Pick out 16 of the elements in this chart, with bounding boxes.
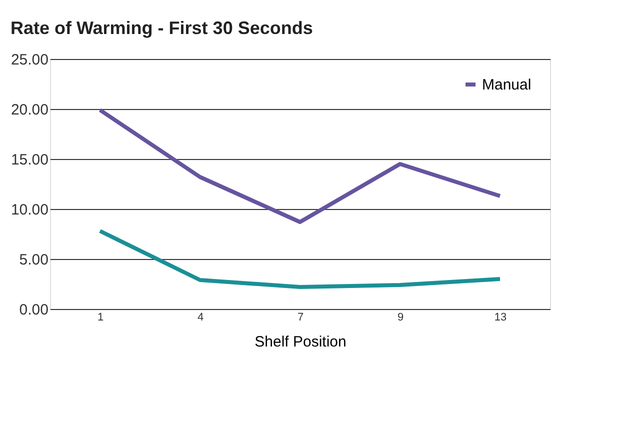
x-tick-label: 4 bbox=[197, 312, 204, 324]
line-series bbox=[98, 108, 502, 224]
x-axis-title: Shelf Position bbox=[254, 334, 346, 350]
y-tick-label: 5.00 bbox=[19, 252, 48, 268]
y-tick-label: 20.00 bbox=[10, 102, 48, 118]
chart-title: Rate of Warming - First 30 Seconds bbox=[10, 18, 313, 38]
y-tick-label: 15.00 bbox=[10, 152, 48, 168]
y-tick-label: 25.00 bbox=[10, 52, 48, 68]
y-tick-label: 10.00 bbox=[10, 202, 48, 218]
legend-label: Manual bbox=[482, 76, 532, 94]
x-tick-label: 13 bbox=[494, 312, 507, 324]
x-tick-label: 7 bbox=[297, 312, 304, 324]
x-tick-label: 9 bbox=[397, 312, 404, 324]
line-series bbox=[98, 229, 502, 289]
x-tick-label: 1 bbox=[97, 312, 104, 324]
y-tick-label: 0.00 bbox=[19, 302, 48, 318]
